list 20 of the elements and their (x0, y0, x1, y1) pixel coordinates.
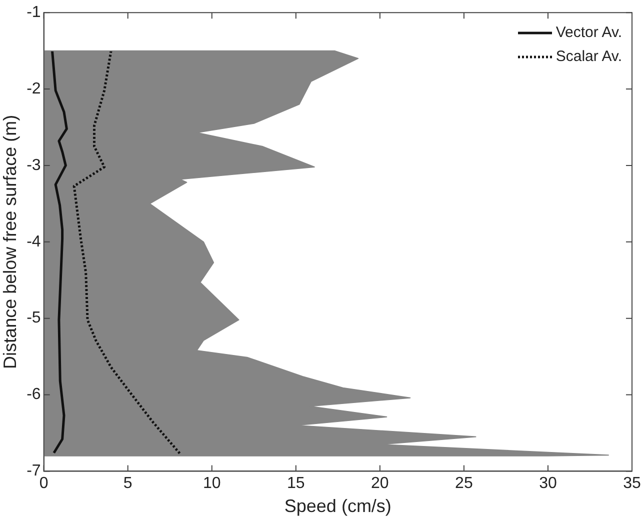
y-tick-label: -5 (26, 310, 41, 327)
y-tick-label: -2 (26, 80, 41, 98)
y-tick-label: -1 (26, 4, 41, 22)
x-tick-label: 5 (123, 475, 132, 492)
y-tick-label: -3 (26, 156, 41, 174)
legend-label: Scalar Av. (556, 48, 622, 65)
legend-label: Vector Av. (556, 24, 622, 41)
x-tick-label: 30 (539, 475, 557, 492)
y-tick-label: -4 (26, 233, 41, 250)
y-axis-title: Distance below free surface (m) (0, 114, 20, 369)
x-tick-label: 25 (455, 475, 473, 492)
x-tick-label: 10 (202, 475, 221, 492)
line-series (72, 50, 182, 455)
x-tick-label: 20 (371, 475, 389, 492)
x-tick-label: 15 (287, 475, 305, 492)
x-tick-label: 0 (39, 475, 48, 492)
y-tick-label: -6 (26, 386, 41, 404)
x-axis-title: Speed (cm/s) (284, 496, 392, 516)
x-tick-label: 35 (623, 475, 641, 492)
y-tick-label: -7 (26, 462, 41, 480)
